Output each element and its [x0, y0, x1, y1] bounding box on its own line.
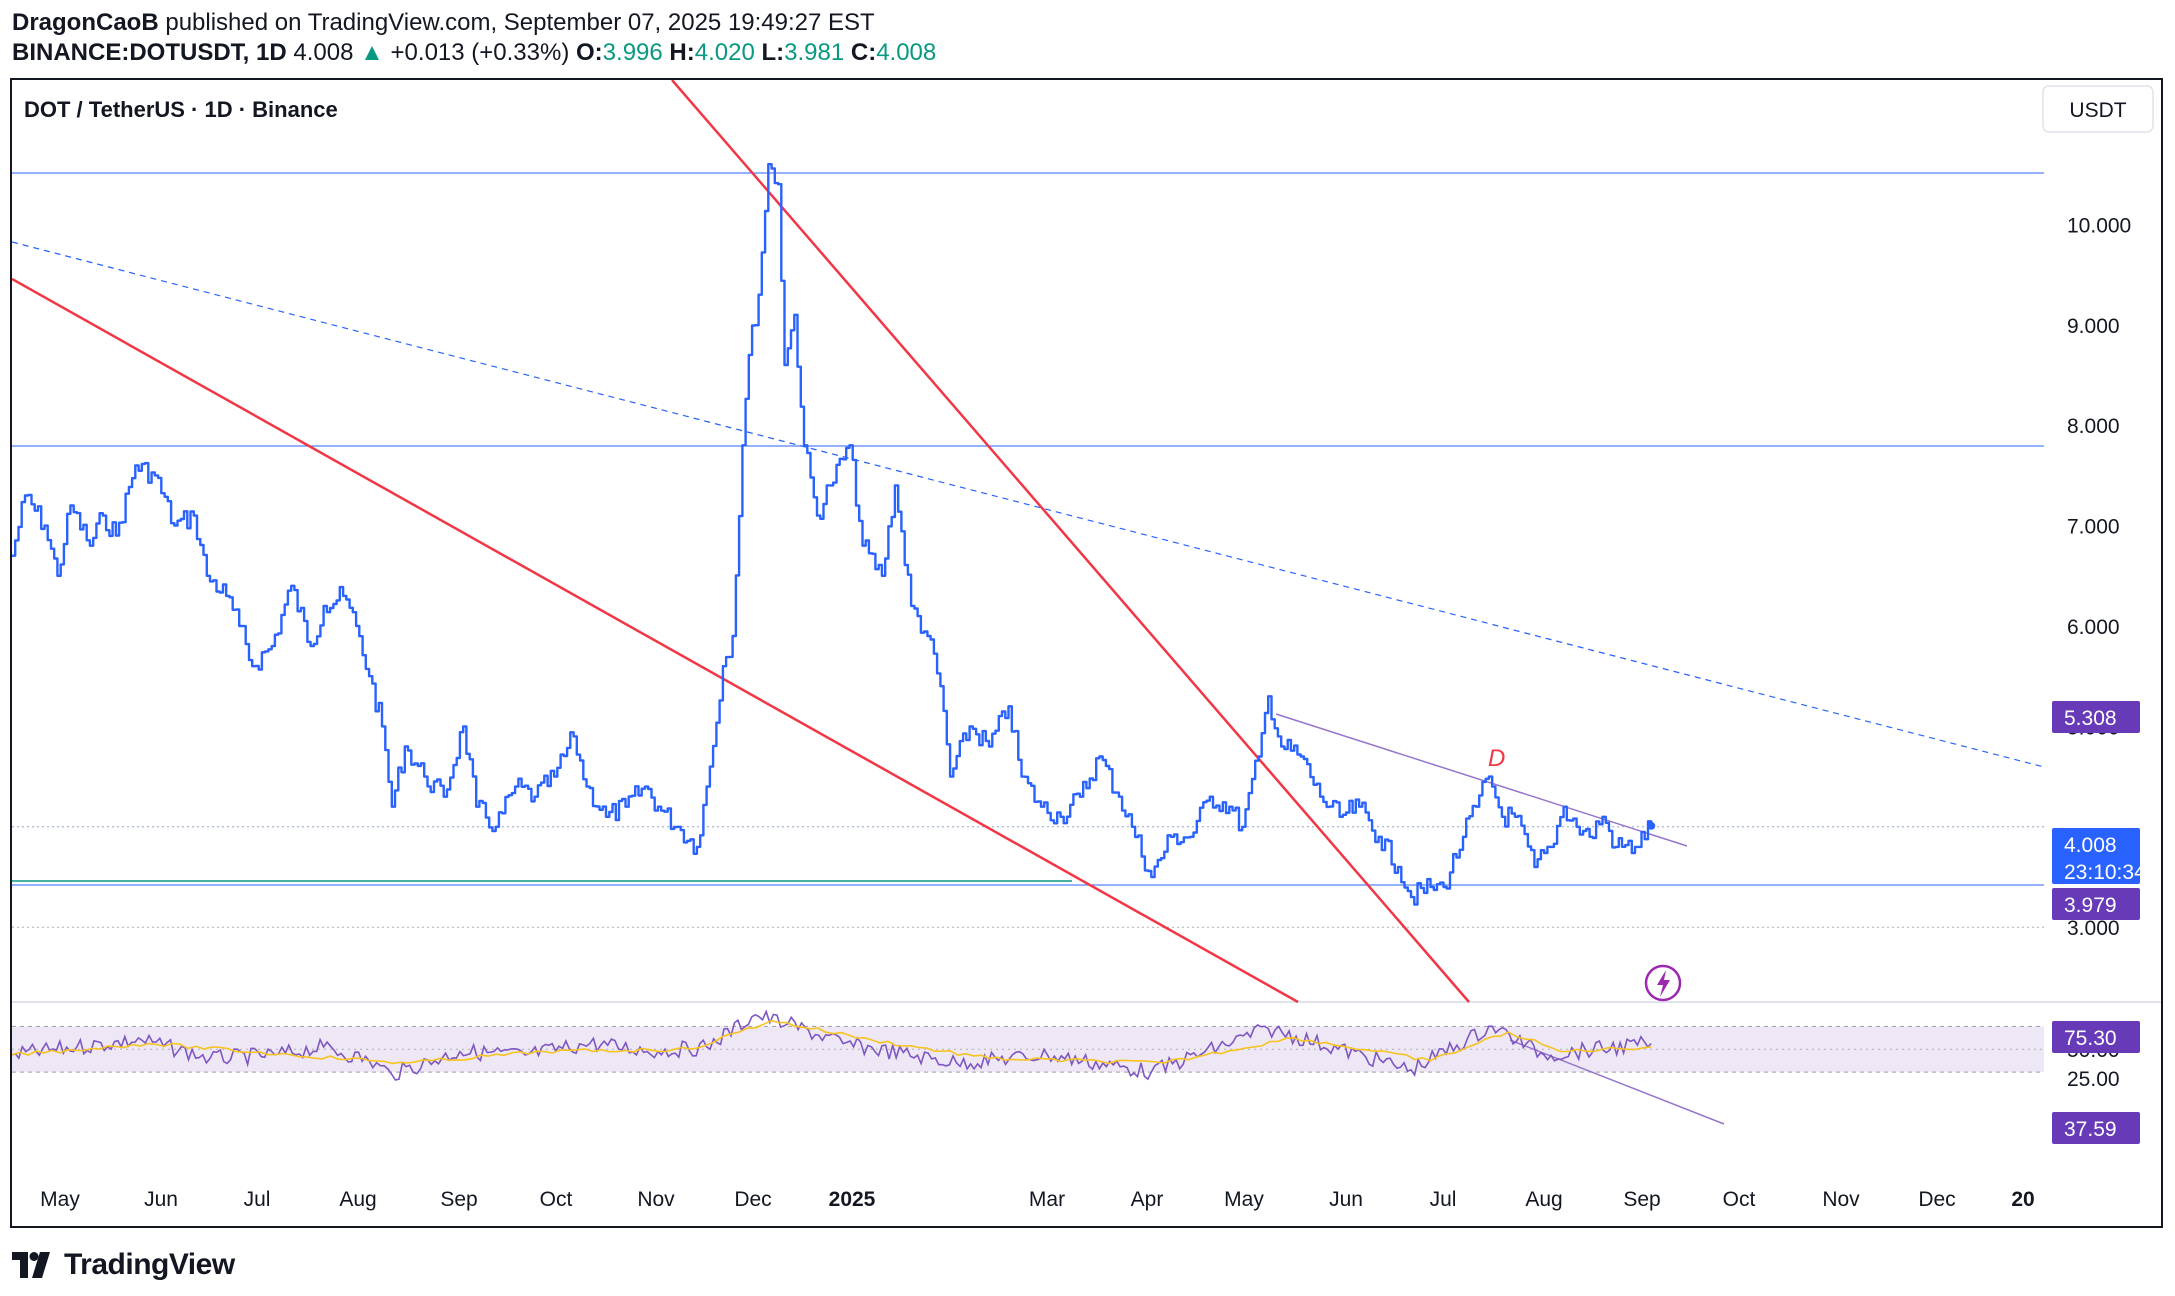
symbol-info: BINANCE:DOTUSDT, 1D 4.008 ▲ +0.013 (+0.3…	[12, 38, 936, 68]
chart-legend-title: DOT / TetherUS · 1D · Binance	[24, 97, 338, 122]
time-tick-label: Nov	[1822, 1188, 1860, 1211]
rsi-value-badge-bg	[2052, 1112, 2140, 1144]
rsi-tick-label: 25.00	[2067, 1068, 2120, 1091]
time-tick-label: Aug	[339, 1188, 376, 1211]
rsi-line	[12, 1009, 1652, 1081]
steep-descending-trendline	[671, 80, 1470, 1003]
time-tick-label: Aug	[1525, 1188, 1562, 1211]
time-tick-label: Jul	[1430, 1188, 1457, 1211]
price-change: +0.013 (+0.33%)	[390, 39, 570, 66]
price-axis[interactable]: 11.00010.0009.0008.0007.0006.0005.0003.0…	[2067, 90, 2131, 1091]
rsi-ma-badge-bg	[2052, 1021, 2140, 1053]
time-tick-label: Mar	[1029, 1188, 1065, 1211]
annotation-d: D	[1488, 745, 1505, 772]
lower-price-badge-text: 3.979	[2064, 894, 2117, 917]
upper-price-badge-text: 5.308	[2064, 707, 2117, 730]
lightning-icon[interactable]	[1644, 964, 1682, 1002]
time-tick-label: May	[1224, 1188, 1264, 1211]
close-label: C:	[850, 39, 877, 66]
time-tick-label: 20	[2011, 1188, 2034, 1211]
published-text: published on TradingView.com, September …	[165, 9, 875, 36]
tradingview-logo[interactable]: TradingView	[12, 1245, 235, 1285]
price-resistance-line	[1275, 713, 1688, 847]
time-tick-label: Jun	[144, 1188, 178, 1211]
time-tick-label: May	[40, 1188, 80, 1211]
high-value: 4.020	[694, 39, 755, 66]
rsi-band	[12, 1001, 2161, 1073]
rsi-value-badge-text: 37.59	[2064, 1118, 2117, 1141]
time-tick-label: Sep	[440, 1188, 477, 1211]
long-descending-trendline	[12, 277, 1299, 1004]
currency-button[interactable]: USDT	[2042, 85, 2154, 133]
time-axis[interactable]: May Jun Jul Aug Sep Oct Nov Dec 2025 Mar Apr May Jun…	[40, 1188, 2035, 1211]
time-tick-label: Nov	[637, 1188, 675, 1211]
last-price-badge-text: 4.008	[2064, 834, 2117, 857]
rsi-ma-line	[12, 1019, 1652, 1065]
price-tick-label: 7.000	[2067, 516, 2120, 539]
time-tick-label: Apr	[1131, 1188, 1164, 1211]
open-value: 3.996	[602, 39, 663, 66]
dashed-channel-line	[12, 241, 2045, 768]
symbol-name: BINANCE:DOTUSDT, 1D	[12, 39, 287, 66]
price-series	[12, 163, 1656, 906]
price-badges: 5.308 4.008 23:10:34 3.979 75.30 37.59	[2052, 701, 2146, 1144]
price-tick-label: 6.000	[2067, 616, 2120, 639]
price-tick-label: 10.000	[2067, 214, 2131, 237]
last-price-dot	[1647, 821, 1656, 830]
tradingview-wordmark: TradingView	[64, 1248, 235, 1281]
price-tick-label: 3.000	[2067, 917, 2120, 940]
change-arrow-icon: ▲	[360, 39, 384, 66]
time-tick-label: Dec	[1918, 1188, 1955, 1211]
last-price: 4.008	[293, 39, 354, 66]
rsi-ma-badge-text: 75.30	[2064, 1027, 2117, 1050]
upper-price-badge-bg	[2052, 701, 2140, 733]
rsi-series	[12, 1009, 1652, 1081]
close-value: 4.008	[876, 39, 937, 66]
time-tick-label: Sep	[1623, 1188, 1660, 1211]
last-price-badge-bg	[2052, 828, 2140, 884]
low-value: 3.981	[784, 39, 845, 66]
time-tick-label: 2025	[829, 1188, 876, 1211]
price-tick-label: 8.000	[2067, 415, 2120, 438]
time-tick-label: Oct	[1723, 1188, 1756, 1211]
open-label: O:	[576, 39, 603, 66]
time-tick-label: Jul	[244, 1188, 271, 1211]
publish-info: DragonCaoB published on TradingView.com,…	[12, 8, 875, 38]
time-tick-label: Jun	[1329, 1188, 1363, 1211]
price-gridlines	[12, 826, 2044, 928]
last-price-badge-text: 23:10:34	[2064, 861, 2146, 884]
publisher-name: DragonCaoB	[12, 9, 159, 36]
horizontal-levels	[12, 172, 2044, 886]
time-tick-label: Oct	[540, 1188, 573, 1211]
tradingview-logo-icon	[12, 1252, 50, 1278]
chart-frame[interactable]: 11.00010.0009.0008.0007.0006.0005.0003.0…	[10, 78, 2163, 1228]
chart-canvas[interactable]: 11.00010.0009.0008.0007.0006.0005.0003.0…	[12, 80, 2161, 1226]
currency-label: USDT	[2069, 99, 2126, 122]
trendlines	[12, 80, 2045, 1125]
time-tick-label: Dec	[734, 1188, 771, 1211]
lower-price-badge-bg	[2052, 888, 2140, 920]
rsi-resistance-line	[1509, 1039, 1725, 1125]
price-line	[12, 163, 1653, 906]
low-label: L:	[761, 39, 785, 66]
high-label: H:	[669, 39, 695, 66]
price-tick-label: 9.000	[2067, 315, 2120, 338]
